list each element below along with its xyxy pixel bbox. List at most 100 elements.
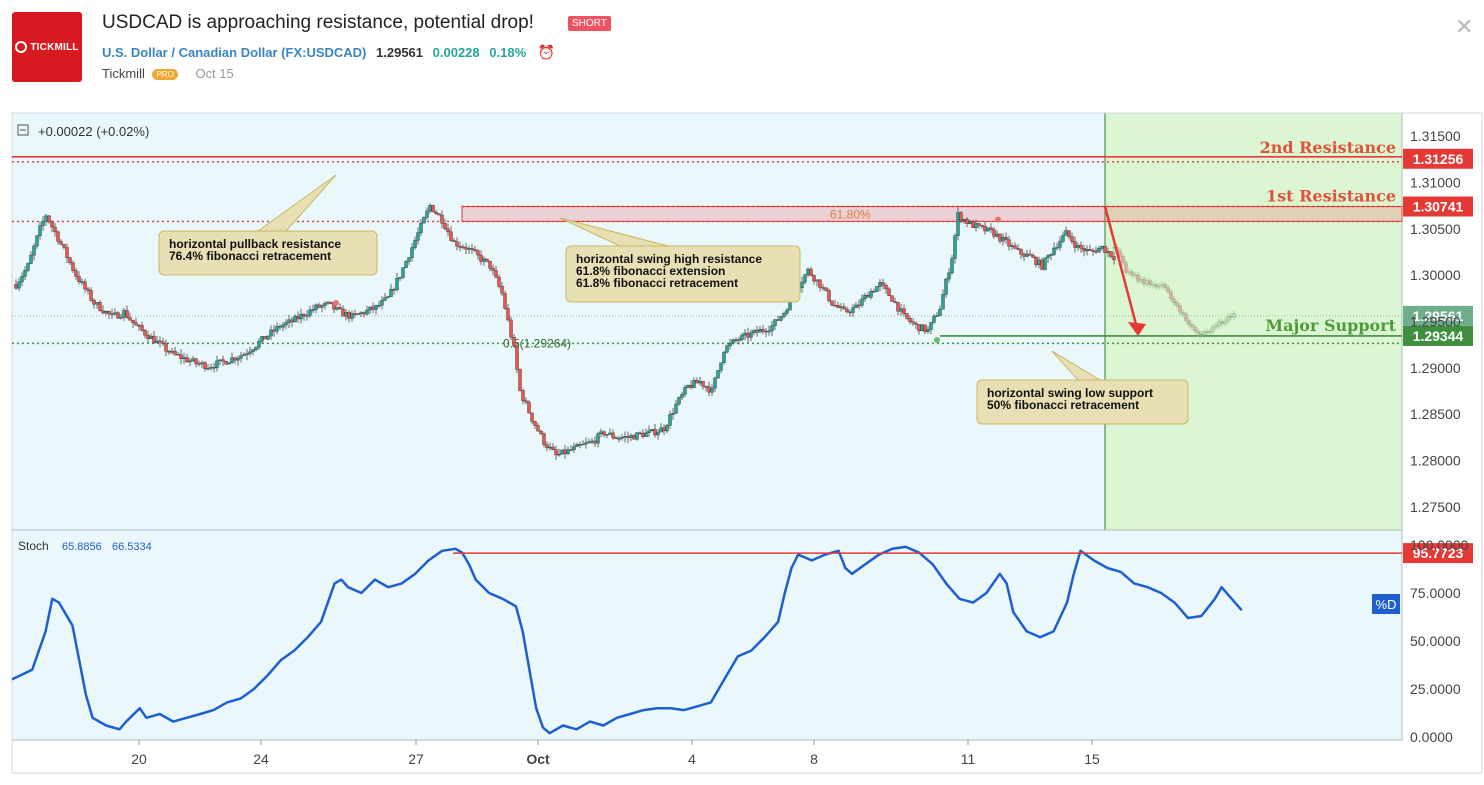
candle-body [710, 387, 714, 393]
candle-body [851, 307, 855, 313]
tickmill-logo[interactable]: TICKMILL [12, 12, 82, 82]
candle-body [485, 258, 489, 262]
candle-body [518, 369, 522, 391]
candle-body [914, 322, 918, 325]
projection-candle [1226, 315, 1230, 322]
collapse-legend-icon[interactable] [17, 124, 29, 136]
projection-candle [1151, 284, 1155, 286]
level-tag-value-0: 1.31256 [1413, 151, 1464, 167]
candle-body [1022, 253, 1026, 257]
candle-body [1034, 257, 1038, 266]
candle-body [305, 315, 309, 317]
projection-candle [1160, 284, 1164, 287]
projection-candle [1208, 331, 1212, 333]
x-tick-label-2: 27 [408, 751, 424, 767]
x-tick-label-4: 4 [688, 751, 696, 767]
y-tick-label-3: 1.30000 [1410, 267, 1461, 283]
projection-candle [1127, 271, 1131, 273]
pro-badge: PRO [152, 69, 178, 81]
price-axis[interactable] [1402, 113, 1482, 773]
projection-candle [1142, 278, 1146, 285]
candle-body [314, 304, 318, 310]
projection-candle [1220, 321, 1224, 324]
author-name[interactable]: Tickmill [102, 66, 145, 81]
symbol-line: U.S. Dollar / Canadian Dollar (FX:USDCAD… [102, 44, 555, 61]
candle-body [122, 310, 126, 318]
stoch-k-value: 65.8856 [62, 541, 102, 553]
candle-body [644, 432, 648, 437]
stoch-series-tag [1372, 594, 1400, 614]
candle-body [779, 316, 783, 321]
candle-body [929, 322, 933, 330]
candle-body [296, 315, 300, 320]
candle-body [989, 227, 993, 230]
candle-body [689, 384, 693, 388]
candle-body [200, 362, 204, 364]
candle-body [1019, 248, 1023, 255]
candle-body [926, 329, 930, 332]
alarm-clock-icon[interactable]: ⏰ [537, 44, 556, 60]
projection-candle [1166, 287, 1170, 292]
candle-body [677, 397, 681, 405]
candle-body [95, 302, 99, 305]
candle-body [227, 362, 231, 365]
projection-candle [1133, 274, 1137, 276]
candle-body [752, 329, 756, 333]
candle-body [125, 310, 129, 318]
candle-body [221, 359, 225, 362]
candle-body [1061, 235, 1065, 242]
candle-body [980, 225, 984, 227]
candle-body [632, 435, 636, 440]
close-icon[interactable]: ✕ [1455, 14, 1474, 39]
candle-body [878, 282, 882, 287]
candle-body [158, 340, 162, 343]
x-axis-layer: 20 24 27 Oct 4 8 11 15 [131, 740, 1100, 767]
level-tag-1 [1403, 196, 1473, 217]
stoch-pane[interactable] [12, 530, 1402, 740]
candle-body [638, 432, 642, 434]
candle-body [245, 353, 249, 355]
candle-body [275, 326, 279, 332]
candle-body [839, 306, 843, 309]
level-tag-value-1: 1.30741 [1413, 199, 1464, 215]
candle-body [179, 354, 183, 360]
candle-body [617, 438, 621, 440]
candle-body [293, 315, 297, 323]
candle-body [572, 446, 576, 451]
candle-body [830, 300, 834, 306]
symbol-name[interactable]: U.S. Dollar / Canadian Dollar [102, 45, 278, 60]
candle-body [1073, 241, 1077, 248]
candle-body [341, 308, 345, 317]
stoch-level-tag [1403, 543, 1473, 564]
candle-body [251, 349, 255, 353]
candle-body [653, 429, 657, 436]
candle-body [419, 222, 423, 233]
candle-body [935, 315, 939, 317]
forecast-zone [1105, 113, 1402, 530]
chart-canvas[interactable]: 61.80% 0.5(1.29264) 2nd Resistance 1.31256… [0, 105, 1484, 785]
stoch-tick-label-4: 0.0000 [1410, 729, 1453, 745]
candle-body [431, 205, 435, 213]
candle-body [692, 380, 696, 388]
candle-body [455, 241, 459, 247]
candle-body [770, 325, 774, 332]
y-tick-label-1: 1.31000 [1410, 175, 1461, 191]
stoch-d-value: 66.5334 [112, 541, 152, 553]
projection-candle [1136, 274, 1140, 282]
candle-body [488, 260, 492, 269]
symbol-change-pct: 0.18% [489, 45, 527, 60]
candle-body [611, 432, 615, 438]
candle-body [236, 357, 240, 361]
candle-body [416, 232, 420, 241]
candle-body [173, 350, 177, 355]
stoch-layer: 95.7723 %D [11, 543, 1473, 735]
callout-box-1 [565, 245, 801, 303]
candle-body [968, 221, 972, 225]
candle-body [695, 380, 699, 384]
levels-layer: 0.5(1.29264) 2nd Resistance 1.31256 1st Res… [12, 138, 1473, 350]
candle-body [959, 212, 963, 221]
symbol-code[interactable]: (FX:USDCAD) [281, 45, 367, 60]
candle-body [887, 288, 891, 296]
candle-body [62, 244, 66, 248]
